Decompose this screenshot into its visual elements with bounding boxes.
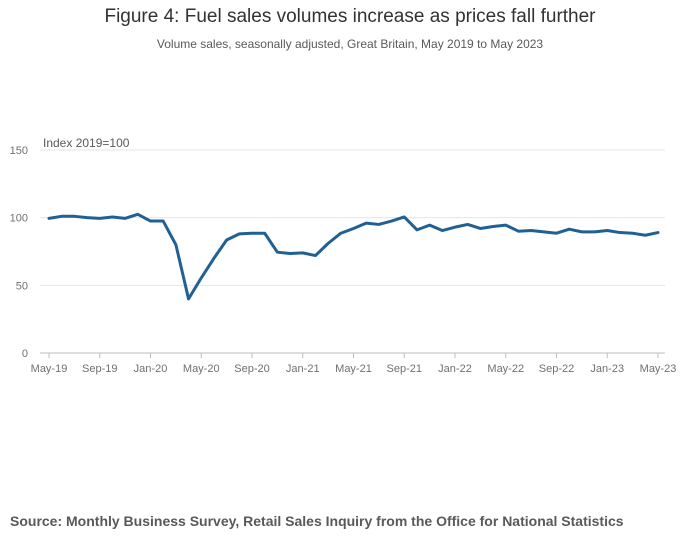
x-tick-label: Sep-22: [539, 363, 574, 375]
x-tick-label: May-23: [640, 363, 677, 375]
x-tick-label: Jan-23: [590, 363, 624, 375]
chart-title: Figure 4: Fuel sales volumes increase as…: [104, 6, 596, 27]
y-axis-unit-label: Index 2019=100: [43, 136, 130, 150]
y-tick-label: 50: [16, 280, 28, 292]
x-tick-label: Sep-20: [234, 363, 269, 375]
series-line: [47, 212, 660, 301]
x-tick-label: Jan-20: [134, 363, 168, 375]
axes: 0 50 100 150 May-19 Sep-19 Jan-20 May-20 Sep-20 J…: [10, 145, 677, 375]
y-tick-label: 0: [22, 348, 28, 360]
y-tick-label: 100: [10, 213, 28, 225]
x-tick-label: May-22: [487, 363, 524, 375]
source-note: Source: Monthly Business Survey, Retail …: [10, 513, 624, 529]
x-tick-label: May-20: [183, 363, 220, 375]
x-tick-label: Jan-21: [286, 363, 320, 375]
series-layer: [47, 212, 660, 301]
x-tick-label: Jan-22: [438, 363, 472, 375]
y-tick-label: 150: [10, 145, 28, 157]
gridlines: [40, 149, 665, 354]
x-tick-label: Sep-21: [387, 363, 422, 375]
x-tick-label: May-21: [335, 363, 372, 375]
x-tick-label: May-19: [31, 363, 68, 375]
x-tick-label: Sep-19: [82, 363, 117, 375]
chart-subtitle: Volume sales, seasonally adjusted, Great…: [156, 37, 544, 51]
